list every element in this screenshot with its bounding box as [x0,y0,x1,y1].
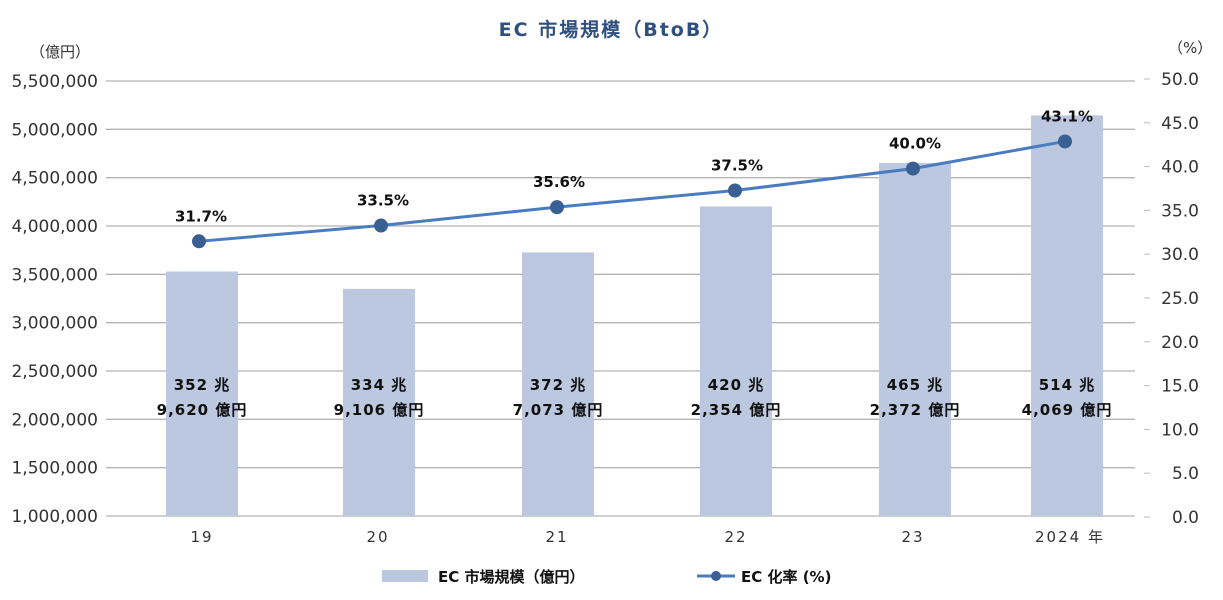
right-axis: 50.0 45.0 40.0 35.0 30.0 25.0 20.0 15.0 10.0 5.0 0… [1144,70,1199,528]
line-series: 31.7% 33.5% 35.6% 37.5% 40.0% 43.1% [175,107,1093,249]
right-tick-label: 50.0 [1161,70,1199,90]
bar [343,288,415,516]
left-tick-label: 2,500,000 [11,362,98,382]
left-axis: 5,500,000 5,000,000 4,500,000 4,000,000 3,50… [11,72,98,527]
left-axis-unit: （億円） [30,43,90,61]
right-tick-label: 20.0 [1161,333,1199,353]
rate-label: 43.1% [1041,107,1093,125]
bar-label-trillion: 334 兆 [351,376,408,394]
gridlines [106,80,1135,517]
right-tick-label: 5.0 [1172,464,1199,484]
legend-marker-icon [711,571,721,581]
left-tick-label: 1,500,000 [11,459,98,479]
rate-marker [192,234,206,249]
left-tick-label: 5,000,000 [11,120,98,140]
rate-marker [906,161,920,176]
bar-label-oku: 9,106 億円 [334,401,425,419]
bar-label-trillion: 465 兆 [887,376,944,394]
left-tick-label: 4,500,000 [11,169,98,189]
rate-label: 40.0% [889,135,941,153]
rate-line [198,139,1066,243]
rate-marker [1058,134,1072,149]
bar-label-oku: 4,069 億円 [1022,401,1113,419]
right-tick-label: 10.0 [1161,420,1199,440]
left-tick-label: 4,000,000 [11,217,98,237]
x-tick-label: 2024 年 [1035,528,1105,546]
x-tick-label: 23 [901,528,924,546]
left-tick-label: 2,000,000 [11,410,98,430]
x-axis: 19 20 21 22 23 2024 年 [190,528,1105,546]
rate-label: 35.6% [533,173,585,191]
right-tick-label: 15.0 [1161,377,1199,397]
bar-label-oku: 2,354 億円 [691,401,782,419]
bar-label-oku: 9,620 億円 [157,401,248,419]
x-tick-label: 22 [724,528,747,546]
right-tick-label: 45.0 [1161,114,1199,134]
rate-marker [550,200,564,215]
rate-label: 31.7% [175,207,227,225]
right-tick-label: 0.0 [1172,508,1199,528]
rate-marker [728,183,742,198]
right-tick-label: 25.0 [1161,289,1199,309]
left-tick-label: 1,000,000 [11,507,98,527]
bar-label-trillion: 352 兆 [174,376,231,394]
legend: EC 市場規模（億円） EC 化率 (%) [382,568,831,586]
legend-bar-swatch [382,570,428,582]
rate-label: 33.5% [357,192,409,210]
legend-bar-label: EC 市場規模（億円） [438,568,584,586]
bar [879,162,951,516]
x-tick-label: 21 [545,528,568,546]
left-tick-label: 3,500,000 [11,265,98,285]
x-tick-label: 19 [190,528,213,546]
bar [522,252,594,517]
bar-label-oku: 2,372 億円 [870,401,961,419]
left-tick-label: 3,000,000 [11,314,98,334]
right-tick-label: 30.0 [1161,245,1199,265]
bar-label-oku: 7,073 億円 [513,401,604,419]
left-tick-label: 5,500,000 [11,72,98,92]
rate-marker [374,218,388,233]
right-tick-label: 35.0 [1161,201,1199,221]
bar [166,271,238,516]
bar-series [166,115,1103,517]
right-tick-label: 40.0 [1161,158,1199,178]
chart-title: EC 市場規模（BtoB） [499,18,724,41]
bar [700,206,772,516]
bar [1031,115,1103,516]
bar-label-trillion: 420 兆 [708,376,765,394]
legend-line-label: EC 化率 (%) [741,568,831,586]
right-axis-unit: （%） [1168,39,1212,57]
bar-label-trillion: 514 兆 [1039,376,1096,394]
bar-label-trillion: 372 兆 [530,376,587,394]
rate-label: 37.5% [711,157,763,175]
x-tick-label: 20 [366,528,389,546]
bar-data-labels: 352 兆 9,620 億円 334 兆 9,106 億円 372 兆 7,073 億円 4… [157,376,1113,419]
